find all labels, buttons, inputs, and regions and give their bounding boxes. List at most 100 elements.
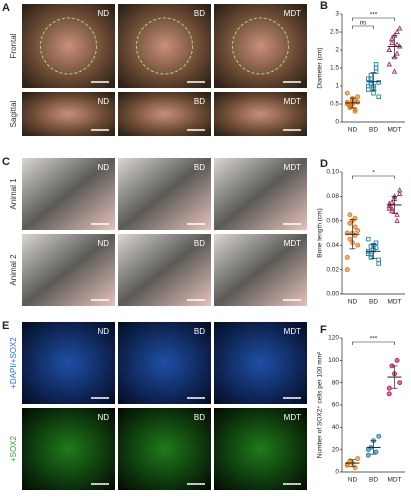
y-tick-label: 120 (328, 335, 339, 342)
x-tick-label: BD (369, 127, 378, 134)
data-point (386, 385, 392, 391)
y-axis-label: Number of SOX2⁺ cells per 100 mm² (317, 351, 324, 458)
tile-label: BD (194, 413, 205, 422)
tile-label: BD (194, 163, 205, 172)
data-point (365, 447, 371, 453)
tile-label: MDT (284, 9, 301, 18)
y-tick-label: 2.5 (330, 29, 339, 36)
data-point (347, 236, 353, 242)
data-point (344, 90, 350, 96)
tile-label: ND (97, 163, 109, 172)
x-tick-label: ND (348, 127, 358, 134)
outline (136, 17, 193, 75)
photo (118, 92, 211, 136)
data-point (368, 81, 374, 87)
data-point (347, 220, 353, 226)
significance-bracket (352, 17, 395, 21)
data-point (355, 456, 361, 462)
tile-label: MDT (284, 97, 301, 106)
y-tick-label: 100 (328, 357, 339, 364)
row-label: Animal 2 (9, 254, 18, 286)
y-tick-label: 0.08 (326, 193, 339, 200)
data-point (352, 108, 358, 114)
panel-letter: A (2, 2, 10, 14)
y-tick-label: 0.02 (326, 266, 339, 273)
data-point (389, 205, 395, 211)
significance-bracket (352, 25, 374, 29)
data-point (368, 252, 374, 258)
data-point (373, 62, 379, 67)
data-point (366, 236, 371, 242)
y-tick-label: 60 (332, 402, 340, 409)
data-point (344, 267, 350, 273)
row-label: Animal 1 (9, 178, 18, 210)
data-point (394, 357, 400, 363)
photo (22, 92, 115, 136)
y-tick-label: 40 (332, 424, 340, 431)
data-point (355, 228, 361, 234)
tile-label: ND (97, 327, 109, 336)
data-point (373, 65, 379, 71)
row-label: +SOX2 (9, 435, 18, 462)
y-tick-label: 0 (335, 119, 339, 126)
data-point (368, 244, 374, 249)
data-point (366, 87, 371, 92)
data-point (365, 452, 371, 458)
y-tick-label: 0.00 (326, 291, 339, 298)
panel-letter: C (2, 156, 10, 168)
data-point (376, 261, 381, 266)
x-tick-label: ND (348, 299, 358, 306)
data-point (394, 217, 400, 223)
data-point (386, 61, 393, 67)
y-axis-label: Bone length (cm) (317, 208, 324, 258)
data-point (373, 240, 379, 246)
panel-letter: F (320, 324, 327, 336)
data-point (376, 433, 382, 439)
x-tick-label: MDT (387, 127, 401, 134)
photo (118, 408, 211, 490)
significance-bracket (352, 341, 395, 345)
data-point (396, 25, 403, 31)
panel-letter: B (320, 0, 328, 12)
data-point (394, 41, 400, 47)
y-axis-label: Diameter (cm) (317, 47, 324, 88)
photo (118, 234, 211, 306)
tile-label: ND (97, 413, 109, 422)
data-point (366, 76, 371, 82)
data-point (394, 28, 400, 35)
tile-label: MDT (284, 163, 301, 172)
tile-label: BD (194, 9, 205, 18)
data-point (386, 46, 393, 53)
tile-label: MDT (284, 327, 301, 336)
photo (214, 92, 307, 136)
y-tick-label: 0.06 (326, 218, 339, 225)
data-point (391, 68, 398, 74)
data-point (373, 449, 379, 455)
tile-label: BD (194, 327, 205, 336)
data-point (355, 94, 361, 100)
data-point (368, 72, 374, 78)
data-point (389, 36, 395, 42)
significance-bracket (352, 175, 395, 179)
data-point (394, 50, 400, 56)
significance-label: *** (370, 12, 378, 19)
data-point (394, 211, 400, 217)
data-point (396, 190, 403, 197)
panel-letter: E (2, 320, 9, 332)
photo (214, 408, 307, 490)
photo (214, 158, 307, 230)
y-tick-label: 20 (332, 446, 340, 453)
tile-label: MDT (284, 239, 301, 248)
data-point (376, 257, 381, 263)
y-tick-label: 0.5 (330, 101, 339, 108)
photo (214, 234, 307, 306)
tile-label: ND (97, 9, 109, 18)
tile-label: MDT (284, 413, 301, 422)
photo (22, 158, 115, 230)
data-point (386, 205, 393, 211)
row-label: Sagittal (9, 100, 18, 127)
y-tick-label: 0 (335, 469, 339, 476)
tile-label: BD (194, 97, 205, 106)
data-point (355, 242, 361, 248)
y-tick-label: 2 (335, 47, 339, 54)
